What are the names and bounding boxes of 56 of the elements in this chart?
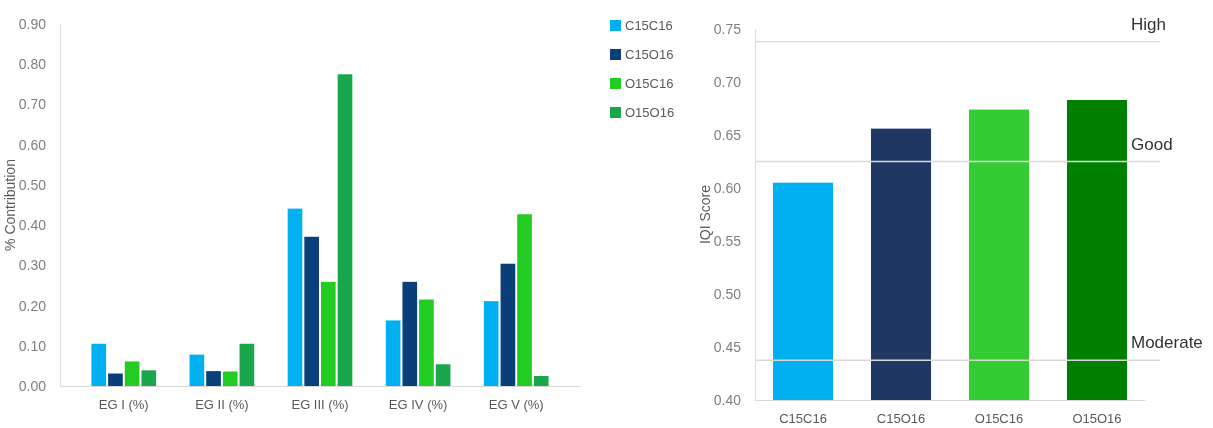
bar [402,281,418,386]
y-tick-label: 0.50 [18,176,47,193]
x-tick-label: EG I (%) [98,397,149,413]
y-tick-label: 0.70 [713,73,742,90]
bar [141,370,157,386]
x-tick-label: EG IV (%) [388,397,448,413]
legend-label: C15C16 [625,18,673,33]
x-tick-label: C15C16 [779,411,827,427]
bar [517,214,532,386]
legend-label: O15C16 [625,76,674,91]
y-tick-label: 0.65 [713,126,742,143]
y-tick-label: 0.70 [18,96,47,113]
bar [483,301,499,386]
x-tick-label: EG III (%) [291,397,349,413]
y-tick-label: 0.50 [713,285,742,302]
y-tick-label: 0.90 [18,15,47,32]
bar [435,364,451,386]
bar [304,236,319,386]
bar [337,74,353,386]
bar [108,373,123,386]
y-tick-label: 0.60 [18,136,47,153]
bar [189,354,205,386]
bar [500,263,516,386]
y-tick-label: 0.10 [18,337,47,354]
y-tick-label: 0.55 [713,232,742,249]
ref-line-label: High [1131,14,1166,34]
bar [321,281,336,386]
bar [91,343,107,386]
x-tick-label: O15C16 [974,411,1024,427]
y-tick-label: 0.00 [18,377,47,394]
x-tick-label: EG II (%) [195,397,249,413]
ref-line-label: Moderate [1131,333,1203,353]
bar [124,361,140,386]
y-tick-label: 0.30 [18,257,47,274]
y-tick-label: 0.40 [18,217,47,234]
bar [419,299,434,386]
y-tick-label: 0.40 [713,391,742,408]
y-axis-title: IQI Score [697,184,713,245]
bar [533,375,549,386]
bar [206,371,221,386]
y-tick-label: 0.75 [713,20,742,37]
ref-line-label: Good [1131,134,1173,154]
x-tick-label: C15O16 [876,411,926,427]
y-axis-title: % Contribution [2,159,18,251]
bar [385,320,401,386]
bar [287,208,303,386]
bar [239,343,255,386]
y-tick-label: 0.45 [713,338,742,355]
x-tick-label: O15O16 [1072,411,1122,427]
y-tick-label: 0.80 [18,56,47,73]
legend-label: C15O16 [625,47,674,62]
x-tick-label: EG V (%) [488,397,544,413]
legend-label: O15O16 [625,105,675,120]
bar [222,371,238,386]
y-tick-label: 0.20 [18,297,47,314]
y-tick-label: 0.60 [713,179,742,196]
